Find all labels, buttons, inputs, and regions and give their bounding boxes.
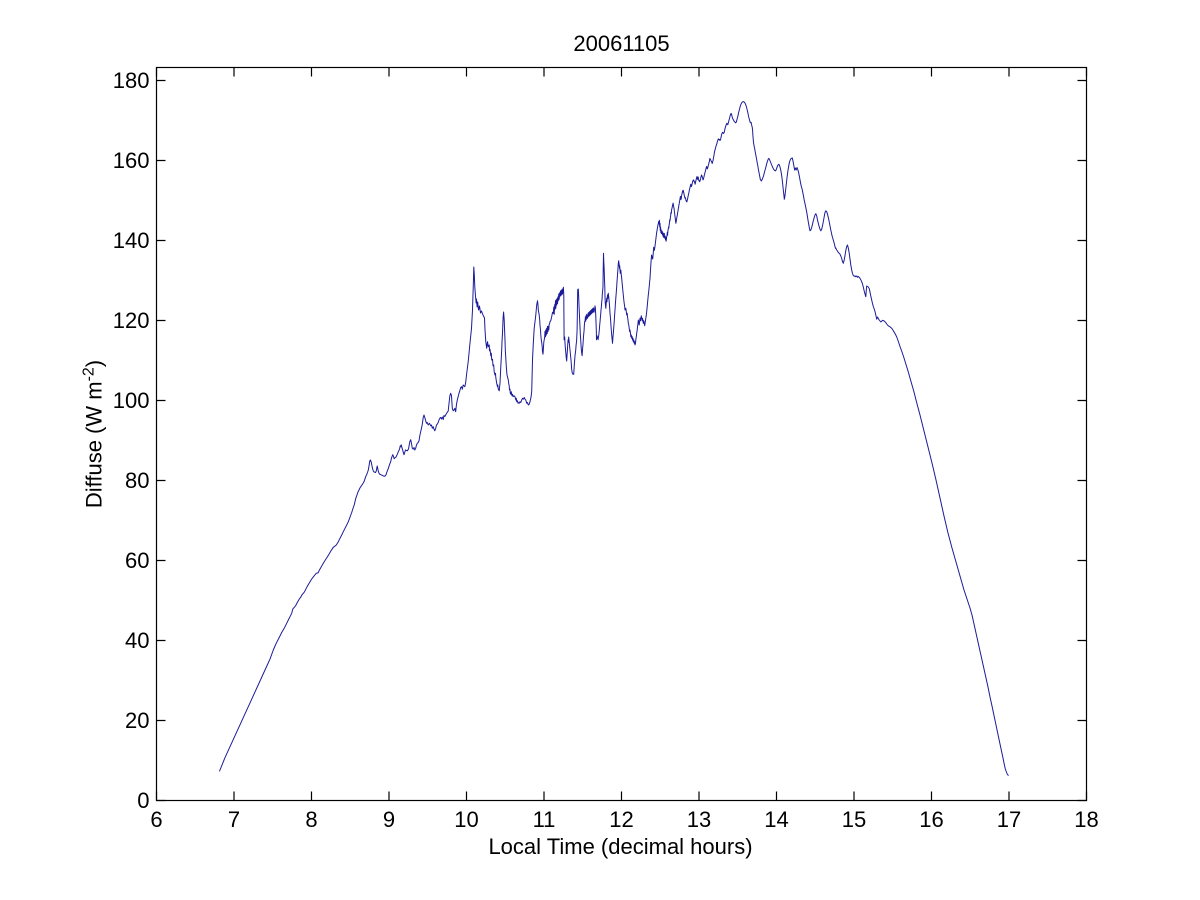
svg-text:20061105: 20061105 xyxy=(573,31,669,56)
svg-text:60: 60 xyxy=(125,548,149,573)
svg-text:160: 160 xyxy=(113,148,150,173)
svg-text:16: 16 xyxy=(919,807,943,832)
svg-text:13: 13 xyxy=(687,807,711,832)
svg-text:140: 140 xyxy=(113,228,150,253)
svg-text:120: 120 xyxy=(113,308,150,333)
svg-text:10: 10 xyxy=(454,807,478,832)
svg-text:Diffuse (W m-2): Diffuse (W m-2) xyxy=(81,360,107,508)
svg-text:11: 11 xyxy=(533,807,556,832)
svg-text:6: 6 xyxy=(150,807,162,832)
svg-text:9: 9 xyxy=(383,807,395,832)
svg-text:12: 12 xyxy=(609,807,633,832)
svg-text:100: 100 xyxy=(113,388,150,413)
svg-text:17: 17 xyxy=(997,807,1021,832)
svg-text:7: 7 xyxy=(228,807,240,832)
svg-text:40: 40 xyxy=(125,628,149,653)
svg-text:0: 0 xyxy=(137,788,149,813)
svg-text:20: 20 xyxy=(125,708,149,733)
svg-text:80: 80 xyxy=(125,468,149,493)
svg-text:Local Time (decimal hours): Local Time (decimal hours) xyxy=(488,834,752,859)
svg-text:180: 180 xyxy=(113,68,150,93)
svg-text:14: 14 xyxy=(764,807,788,832)
svg-text:8: 8 xyxy=(305,807,317,832)
svg-text:18: 18 xyxy=(1074,807,1098,832)
svg-text:15: 15 xyxy=(842,807,866,832)
